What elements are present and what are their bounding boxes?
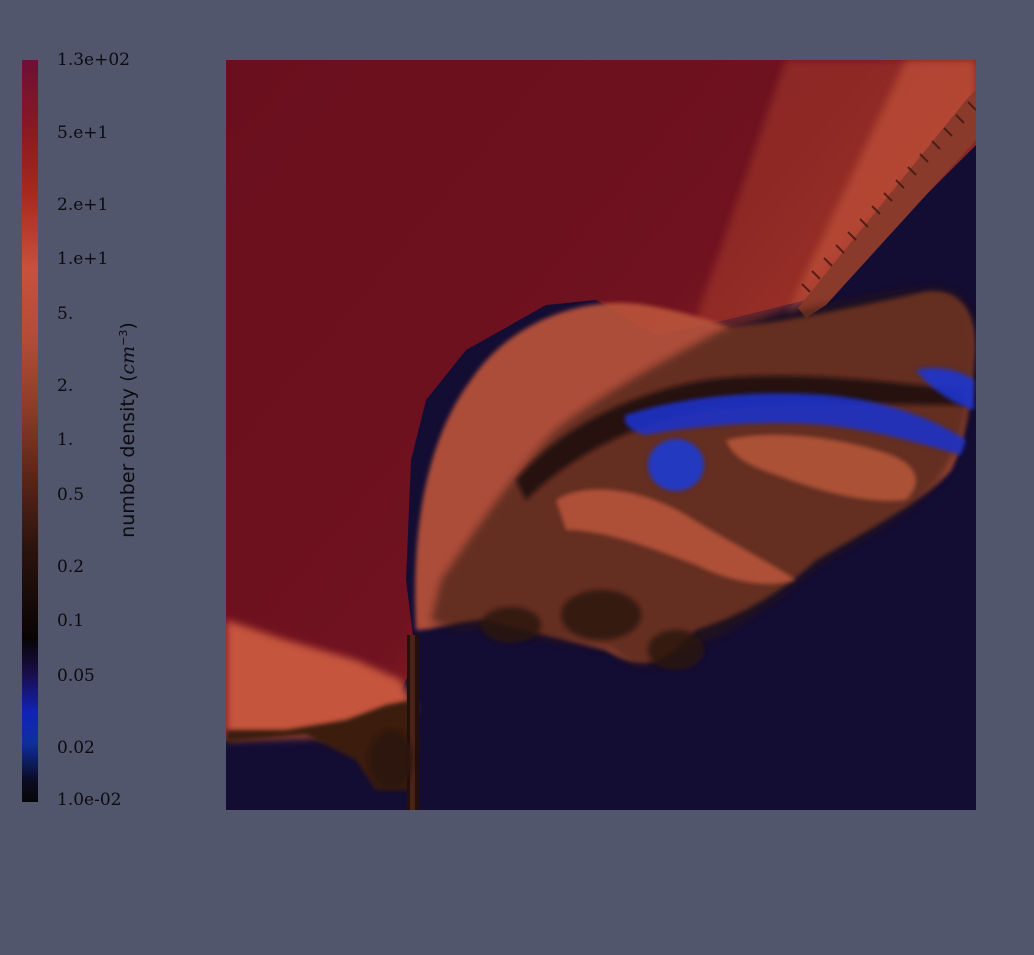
colorbar-title: number density (cm−3) bbox=[117, 322, 139, 538]
colorbar-tick-label: 1.3e+02 bbox=[57, 50, 130, 70]
colorbar-tick-label: 0.05 bbox=[57, 666, 95, 686]
inner-tendril-2 bbox=[726, 434, 916, 501]
colorbar-title-text: number density ( bbox=[117, 374, 140, 538]
lower-lobe-4 bbox=[369, 730, 413, 790]
colorbar-tick-label: 2. bbox=[57, 376, 74, 396]
density-plot bbox=[226, 60, 976, 810]
colorbar-tick-label: 1. bbox=[57, 430, 74, 450]
striated-jet bbox=[798, 90, 976, 318]
blue-streak bbox=[624, 393, 966, 455]
colorbar-tick-label: 1.e+1 bbox=[57, 249, 109, 269]
colorbar-title-close: ) bbox=[117, 322, 140, 330]
blue-streak-right bbox=[916, 368, 974, 410]
inner-tendril bbox=[556, 489, 796, 585]
colorbar-title-exponent: −3 bbox=[116, 329, 130, 346]
blue-blob bbox=[648, 439, 704, 491]
colorbar-tick-label: 0.02 bbox=[57, 738, 95, 758]
lower-lobe-2 bbox=[648, 630, 704, 670]
colorbar-gradient bbox=[22, 60, 38, 802]
dark-shear-layer bbox=[516, 375, 966, 500]
lower-left-band bbox=[226, 620, 416, 740]
colorbar-tick-label: 2.e+1 bbox=[57, 195, 109, 215]
density-field-svg bbox=[226, 60, 976, 810]
colorbar-tick-label: 0.1 bbox=[57, 611, 85, 631]
lower-lobe-3 bbox=[481, 607, 541, 643]
jet-striations bbox=[801, 101, 976, 293]
colorbar-tick-label: 0.5 bbox=[57, 485, 85, 505]
colorbar-tick-label: 5. bbox=[57, 304, 74, 324]
lower-lobe bbox=[561, 590, 641, 640]
diagonal-band-bright bbox=[786, 60, 976, 315]
colorbar-title-unit: cm bbox=[117, 345, 140, 375]
colorbar-tick-label: 0.2 bbox=[57, 557, 85, 577]
colorbar-tick-label: 5.e+1 bbox=[57, 123, 109, 143]
vertical-filament-core bbox=[410, 635, 415, 810]
colorbar-tick-label: 1.0e-02 bbox=[57, 790, 122, 810]
